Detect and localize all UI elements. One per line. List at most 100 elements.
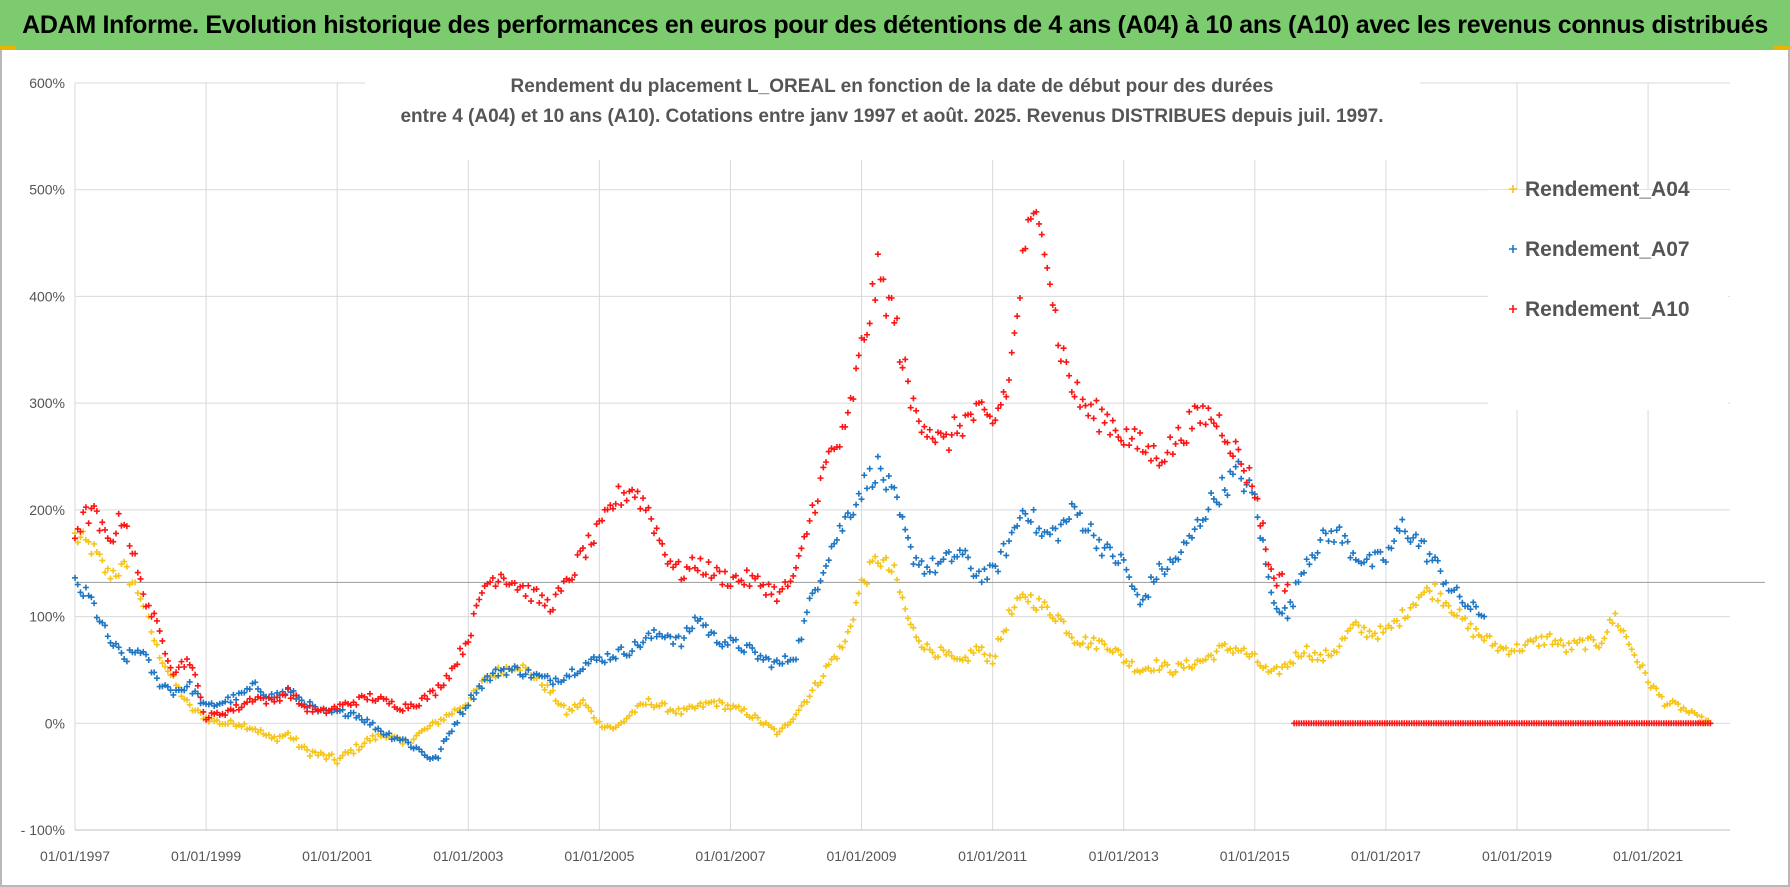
data-point: [1093, 645, 1100, 652]
data-point: [798, 636, 805, 643]
data-point: [858, 496, 865, 503]
data-point: [1178, 549, 1185, 556]
data-point: [809, 687, 816, 694]
data-point: [850, 396, 857, 403]
data-point: [276, 697, 283, 704]
data-point: [1240, 488, 1247, 495]
data-point: [112, 640, 119, 647]
legend-marker: [1509, 185, 1517, 193]
data-point: [1003, 552, 1010, 559]
data-point: [1164, 449, 1171, 456]
data-point: [1642, 669, 1649, 676]
data-point: [544, 672, 551, 679]
data-point: [80, 509, 87, 516]
data-point: [227, 699, 234, 706]
banner-corner-right: [1774, 46, 1790, 50]
data-point: [973, 643, 980, 650]
data-point: [102, 526, 109, 533]
data-point: [1036, 220, 1043, 227]
data-point: [405, 739, 412, 746]
data-point: [618, 502, 625, 509]
data-point: [197, 694, 204, 701]
data-point: [626, 712, 633, 719]
data-point: [1314, 549, 1321, 556]
data-point: [1350, 550, 1357, 557]
x-tick-label: 01/01/2017: [1351, 848, 1421, 864]
data-point: [790, 716, 797, 723]
legend-item: Rendement_A07: [1509, 238, 1690, 261]
data-point: [844, 409, 851, 416]
data-point: [1339, 539, 1346, 546]
data-point: [1085, 644, 1092, 651]
data-point: [252, 679, 259, 686]
data-point: [123, 658, 130, 665]
data-point: [481, 676, 488, 683]
data-point: [500, 665, 507, 672]
data-point: [962, 547, 969, 554]
data-point: [738, 577, 745, 584]
data-point: [544, 596, 551, 603]
data-point: [1467, 606, 1474, 613]
data-point: [1423, 558, 1430, 565]
y-tick-label: 500%: [29, 182, 65, 198]
data-point: [560, 702, 567, 709]
data-point: [435, 755, 442, 762]
data-point: [558, 587, 565, 594]
data-point: [1074, 379, 1081, 386]
data-point: [1404, 535, 1411, 542]
data-point: [959, 432, 966, 439]
data-point: [656, 703, 663, 710]
data-point: [1008, 349, 1015, 356]
data-point: [126, 542, 133, 549]
data-point: [929, 649, 936, 656]
data-point: [582, 554, 589, 561]
data-point: [1306, 653, 1313, 660]
data-point: [956, 547, 963, 554]
data-point: [1134, 591, 1141, 598]
data-point: [836, 443, 843, 450]
data-point: [743, 567, 750, 574]
data-point: [593, 521, 600, 528]
data-point: [1270, 599, 1277, 606]
data-point: [1388, 545, 1395, 552]
data-point: [757, 652, 764, 659]
data-point: [91, 600, 98, 607]
data-point: [1232, 463, 1239, 470]
data-point: [702, 622, 709, 629]
data-point: [1014, 523, 1021, 530]
data-point: [96, 527, 103, 534]
data-point: [741, 581, 748, 588]
data-point: [1229, 471, 1236, 478]
data-point: [552, 591, 559, 598]
data-point: [159, 637, 166, 644]
data-point: [467, 692, 474, 699]
data-point: [495, 672, 502, 679]
data-point: [104, 565, 111, 572]
data-point: [1000, 388, 1007, 395]
data-point: [631, 638, 638, 645]
data-point: [782, 653, 789, 660]
data-point: [719, 643, 726, 650]
data-point: [697, 615, 704, 622]
data-point: [861, 336, 868, 343]
data-point: [705, 559, 712, 566]
data-point: [356, 746, 363, 753]
data-point: [650, 530, 657, 537]
data-point: [143, 651, 150, 658]
y-tick-label: 600%: [29, 75, 65, 91]
data-point: [1109, 553, 1116, 560]
data-point: [285, 684, 292, 691]
data-point: [1396, 527, 1403, 534]
data-point: [874, 453, 881, 460]
legend: Rendement_A04 Rendement_A07 Rendement_A10: [1488, 178, 1728, 410]
data-point: [1046, 281, 1053, 288]
data-point: [1546, 631, 1553, 638]
data-point: [904, 534, 911, 541]
data-point: [1194, 516, 1201, 523]
chart-title-line1: Rendement du placement L_OREAL en foncti…: [511, 76, 1274, 97]
data-point: [1265, 561, 1272, 568]
data-point: [1082, 634, 1089, 641]
legend-item: Rendement_A04: [1509, 178, 1690, 201]
data-point: [577, 700, 584, 707]
data-point: [1347, 625, 1354, 632]
